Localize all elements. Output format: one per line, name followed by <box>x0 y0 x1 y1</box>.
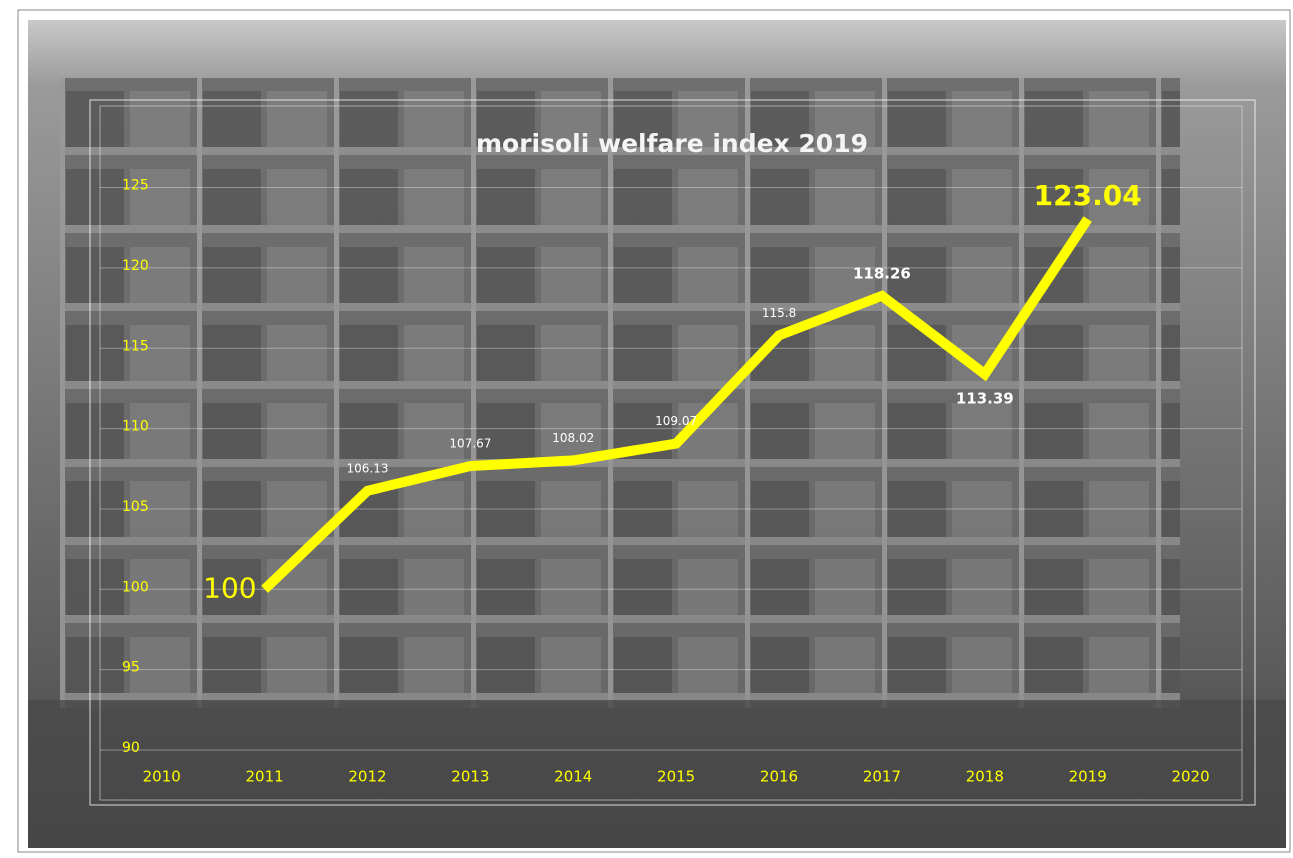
y-tick-label: 115 <box>122 338 149 354</box>
plot-frame <box>89 99 1256 806</box>
data-label: 108.02 <box>552 431 594 445</box>
data-label: 106.13 <box>346 461 388 475</box>
x-tick-label: 2015 <box>657 768 695 786</box>
y-tick-label: 120 <box>122 258 149 274</box>
y-tick-label: 90 <box>122 740 140 756</box>
x-tick-label: 2014 <box>554 768 592 786</box>
data-label: 107.67 <box>449 437 491 451</box>
plot-area <box>99 105 1243 801</box>
x-tick-label: 2013 <box>451 768 489 786</box>
x-tick-label: 2010 <box>143 768 181 786</box>
data-label: 123.04 <box>1034 179 1142 212</box>
y-tick-label: 110 <box>122 419 149 435</box>
x-tick-label: 2011 <box>246 768 284 786</box>
data-label: 113.39 <box>956 390 1014 408</box>
data-label: 109.07 <box>655 414 697 428</box>
data-label: 118.26 <box>853 264 911 282</box>
x-tick-label: 2016 <box>760 768 798 786</box>
y-tick-label: 125 <box>122 178 149 194</box>
chart-title: morisoli welfare index 2019 <box>476 129 868 158</box>
line <box>261 216 1092 593</box>
data-label: 115.8 <box>762 306 796 320</box>
y-tick-label: 105 <box>122 499 149 515</box>
x-tick-label: 2020 <box>1171 768 1209 786</box>
building <box>60 78 1180 708</box>
street <box>28 700 1286 848</box>
frame <box>17 9 1291 853</box>
x-tick-label: 2019 <box>1069 768 1107 786</box>
x-tick-label: 2018 <box>966 768 1004 786</box>
x-tick-label: 2012 <box>348 768 386 786</box>
y-tick-label: 100 <box>122 579 149 595</box>
x-tick-label: 2017 <box>863 768 901 786</box>
data-label: 100 <box>203 571 256 604</box>
y-tick-label: 95 <box>122 660 140 676</box>
